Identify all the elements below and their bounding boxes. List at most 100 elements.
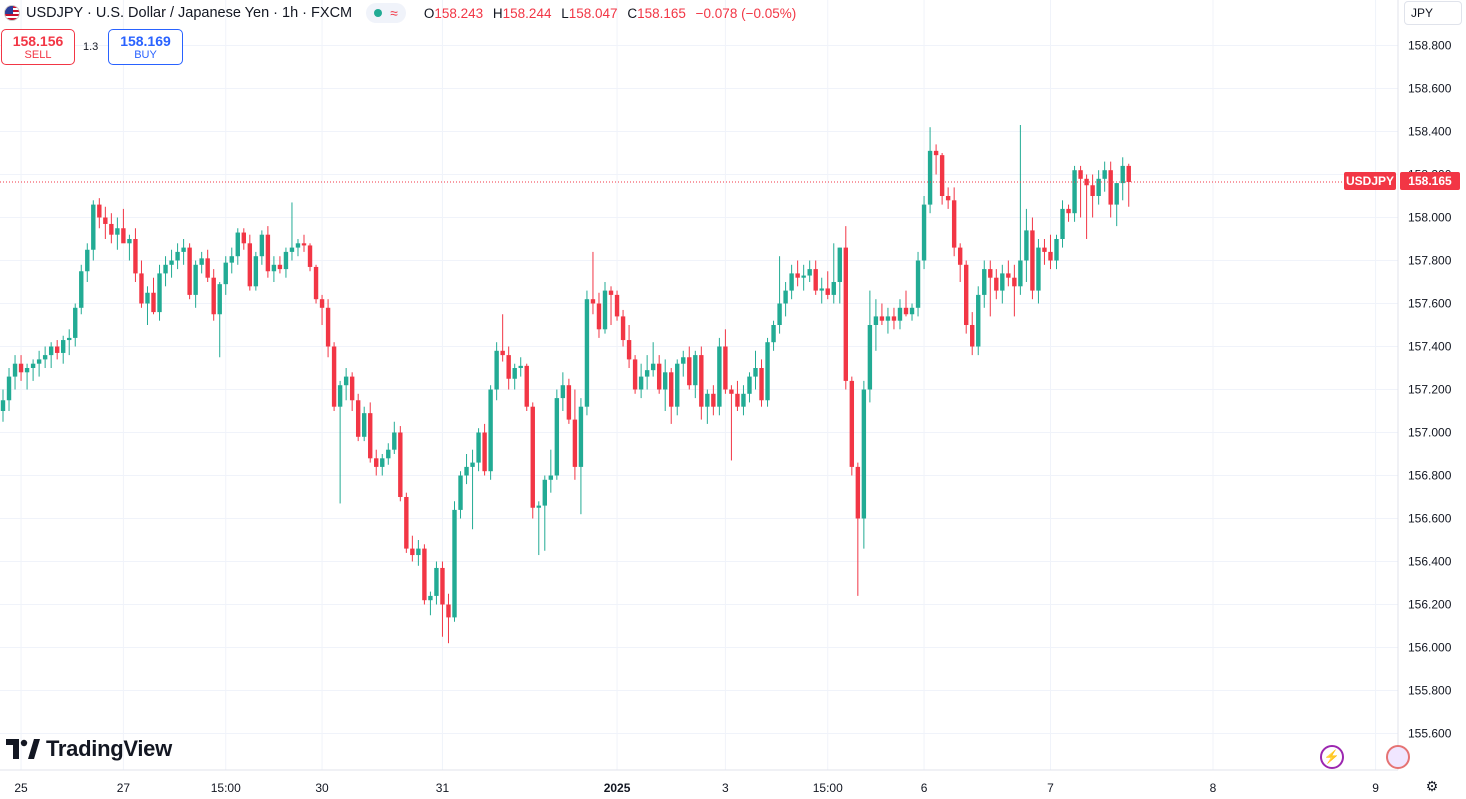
candle — [548, 449, 554, 493]
candle-body — [945, 196, 951, 201]
candle — [476, 428, 481, 472]
candle-body — [915, 260, 921, 308]
time-tick-label: 30 — [315, 781, 329, 795]
candle — [542, 475, 547, 551]
candle — [36, 350, 42, 377]
candle — [24, 363, 30, 390]
market-status-pill[interactable]: ≈ — [366, 3, 406, 23]
candle — [891, 307, 897, 330]
candle-body — [939, 155, 945, 196]
price-tick-label: 156.200 — [1408, 598, 1452, 612]
candle — [1024, 208, 1029, 282]
market-open-dot-icon — [374, 9, 383, 17]
candle — [133, 228, 138, 282]
candle — [30, 359, 36, 381]
candle-body — [1024, 230, 1029, 261]
spread-value: 1.3 — [83, 41, 99, 53]
candle — [939, 153, 945, 205]
candle-body — [6, 376, 12, 401]
tradingview-logo[interactable]: TradingView — [6, 736, 172, 762]
candle-body — [1066, 208, 1071, 214]
candle — [79, 264, 84, 315]
candle-body — [632, 359, 638, 390]
candle — [482, 423, 487, 476]
candle-body — [145, 292, 150, 304]
candle-body — [524, 365, 529, 407]
ohlc-close: 158.165 — [637, 5, 686, 21]
candle-body — [951, 200, 957, 248]
candle — [18, 355, 24, 381]
candle — [325, 299, 331, 358]
candle — [831, 243, 836, 304]
candle — [428, 591, 433, 616]
candle-body — [12, 363, 18, 377]
price-tick-label: 157.400 — [1408, 340, 1452, 354]
settings-gear-icon[interactable]: ⚙ — [1425, 777, 1439, 794]
candle-body — [18, 363, 24, 373]
candle — [970, 312, 975, 356]
symbol-title[interactable]: USDJPY · U.S. Dollar / Japanese Yen · 1h… — [26, 5, 353, 21]
candle — [1042, 239, 1047, 265]
currency-dropdown[interactable]: JPY — [1404, 1, 1462, 25]
candle — [735, 380, 740, 411]
candle — [687, 346, 692, 390]
candle-body — [1102, 170, 1107, 179]
candle — [1006, 260, 1011, 287]
candle-body — [73, 307, 78, 338]
lightning-icon[interactable]: ⚡ — [1320, 745, 1344, 769]
ohlc-change: −0.078 (−0.05%) — [695, 5, 797, 21]
candle — [295, 239, 301, 257]
candlestick-series — [0, 125, 1131, 644]
candle-body — [30, 363, 36, 368]
candle — [560, 372, 566, 411]
candle-body — [885, 316, 891, 321]
candle — [982, 260, 987, 308]
candle-body — [638, 376, 644, 390]
candle-body — [982, 269, 987, 295]
candle-body — [380, 458, 385, 467]
ohlc-low: 158.047 — [568, 5, 618, 21]
candle-body — [404, 497, 409, 549]
candle-body — [36, 359, 42, 364]
time-tick-label: 2025 — [604, 781, 631, 795]
price-tick-label: 157.600 — [1408, 297, 1452, 311]
candle-body — [614, 294, 620, 317]
candle — [765, 337, 770, 407]
candle — [879, 303, 885, 325]
time-axis[interactable]: 25 27 15:00 30 31 2025 3 15:00 6 7 8 9 — [14, 781, 1379, 795]
price-tick-label: 158.800 — [1408, 39, 1452, 53]
time-tick-label: 27 — [117, 781, 131, 795]
last-price-tag: USDJPY 158.165 — [1344, 172, 1460, 190]
candle-body — [1090, 185, 1095, 196]
candle — [157, 264, 162, 321]
sell-button[interactable]: 158.156 SELL — [1, 29, 75, 65]
candle-body — [687, 357, 692, 386]
candle — [855, 462, 861, 596]
buy-button[interactable]: 158.169 BUY — [108, 29, 183, 65]
candle — [313, 264, 319, 304]
candle-body — [79, 271, 84, 308]
candle-body — [422, 548, 427, 601]
price-axis[interactable]: 158.800158.600158.400158.200158.000157.8… — [1408, 39, 1452, 741]
candle-body — [368, 413, 373, 459]
candle-body — [500, 350, 505, 356]
candle — [506, 346, 511, 390]
candle — [681, 350, 686, 377]
calendar-icon[interactable] — [1386, 745, 1410, 769]
candle-body — [61, 340, 66, 353]
candle — [0, 389, 6, 422]
candle-body — [1108, 170, 1113, 205]
candle-body — [48, 346, 54, 356]
candle — [819, 277, 824, 304]
tradingview-logo-icon — [6, 739, 40, 759]
candle-body — [1006, 273, 1011, 278]
candle — [590, 251, 596, 315]
candle — [48, 342, 54, 368]
candle-body — [572, 419, 578, 467]
candle — [386, 443, 391, 465]
time-tick-label: 7 — [1047, 781, 1054, 795]
symbol-legend[interactable]: USDJPY · U.S. Dollar / Japanese Yen · 1h… — [4, 3, 802, 23]
candle-body — [277, 264, 283, 270]
candle — [169, 249, 174, 278]
